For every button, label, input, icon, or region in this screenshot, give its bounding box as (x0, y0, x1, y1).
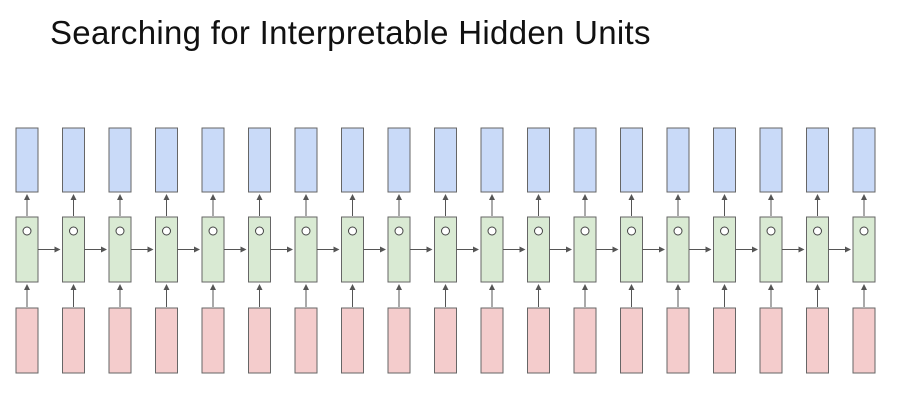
output-unit (155, 127, 178, 193)
input-unit (713, 307, 736, 374)
input-unit (759, 307, 783, 374)
input-unit (852, 307, 876, 374)
slide-title: Searching for Interpretable Hidden Units (50, 14, 651, 51)
input-unit (527, 307, 550, 374)
output-unit (15, 127, 39, 193)
input-unit (666, 307, 690, 374)
output-unit (573, 127, 597, 193)
input-unit (248, 307, 271, 374)
output-unit (62, 127, 85, 193)
diagram-layer (15, 127, 876, 374)
hidden-unit-circle-icon (487, 226, 497, 236)
input-unit (806, 307, 829, 374)
input-unit (573, 307, 597, 374)
hidden-unit-circle-icon (69, 226, 78, 236)
hidden-unit-circle-icon (394, 226, 404, 236)
input-unit (201, 307, 225, 374)
hidden-unit-circle-icon (208, 226, 218, 236)
input-unit (155, 307, 178, 374)
output-unit (201, 127, 225, 193)
hidden-unit-circle-icon (115, 226, 125, 236)
output-unit (480, 127, 504, 193)
hidden-unit-circle-icon (22, 226, 32, 236)
hidden-unit-circle-icon (255, 226, 264, 236)
input-unit (387, 307, 411, 374)
input-unit (294, 307, 318, 374)
input-unit (62, 307, 85, 374)
output-unit (620, 127, 643, 193)
hidden-unit-circle-icon (627, 226, 636, 236)
hidden-unit-circle-icon (859, 226, 869, 236)
hidden-unit-circle-icon (301, 226, 311, 236)
output-unit (108, 127, 132, 193)
output-unit (759, 127, 783, 193)
output-unit (666, 127, 690, 193)
input-unit (434, 307, 457, 374)
input-unit (108, 307, 132, 374)
output-unit (852, 127, 876, 193)
hidden-unit-circle-icon (162, 226, 171, 236)
hidden-unit (852, 216, 876, 283)
hidden-unit-circle-icon (813, 226, 822, 236)
output-unit (248, 127, 271, 193)
hidden-unit-circle-icon (766, 226, 776, 236)
output-unit (806, 127, 829, 193)
input-unit (15, 307, 39, 374)
hidden-unit-circle-icon (580, 226, 590, 236)
output-unit (434, 127, 457, 193)
hidden-unit-circle-icon (441, 226, 450, 236)
input-unit (620, 307, 643, 374)
input-unit (480, 307, 504, 374)
hidden-unit-circle-icon (348, 226, 357, 236)
input-unit (341, 307, 364, 374)
hidden-unit-circle-icon (673, 226, 683, 236)
output-unit (527, 127, 550, 193)
hidden-unit-circle-icon (720, 226, 729, 236)
hidden-unit-circle-icon (534, 226, 543, 236)
output-unit (341, 127, 364, 193)
output-unit (713, 127, 736, 193)
output-unit (387, 127, 411, 193)
output-unit (294, 127, 318, 193)
